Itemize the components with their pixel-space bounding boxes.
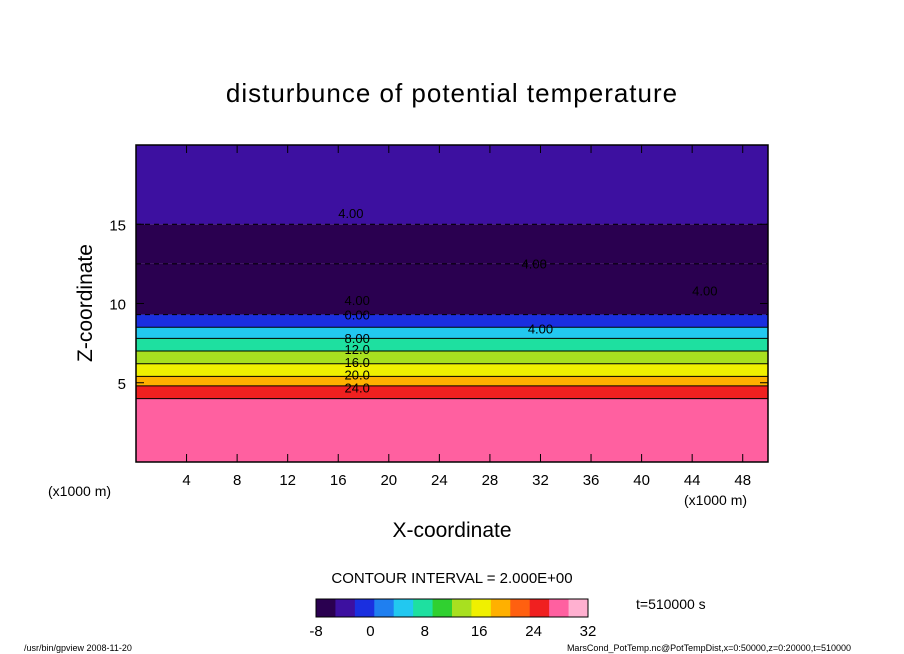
contour-label-4: 0.00 (345, 307, 370, 322)
field-layer-3 (136, 363, 768, 377)
contour-label-0: 4.00 (338, 206, 363, 221)
plot-area: 4.004.004.004.000.004.008.0012.016.020.0… (109, 144, 769, 489)
contour-interval-label: CONTOUR INTERVAL = 2.000E+00 (331, 570, 572, 587)
colorbar-tick-label-1: 0 (366, 623, 374, 640)
x-tick-label-36: 36 (583, 472, 600, 489)
colorbar-swatch-10 (510, 599, 531, 617)
contour-label-3: 4.00 (345, 293, 370, 308)
colorbar-swatch-3 (374, 599, 395, 617)
colorbar-swatch-12 (549, 599, 570, 617)
x-unit-label-right: (x1000 m) (684, 492, 747, 508)
y-axis-ticks: 5 10 15 (109, 217, 768, 393)
y-tick-label-10: 10 (109, 297, 126, 314)
colorbar (315, 598, 589, 618)
colorbar-tick-label-2: 8 (421, 623, 429, 640)
colorbar-swatch-6 (432, 599, 453, 617)
chart-title: disturbunce of potential temperature (226, 78, 678, 108)
contour-label-8: 16.0 (345, 355, 370, 370)
colorbar-swatch-1 (335, 599, 356, 617)
field-layer-9 (136, 224, 768, 264)
contour-label-6: 8.00 (345, 331, 370, 346)
contour-label-1: 4.00 (522, 257, 547, 272)
x-tick-label-8: 8 (233, 472, 241, 489)
x-tick-label-40: 40 (633, 472, 650, 489)
x-tick-label-48: 48 (734, 472, 751, 489)
x-unit-label-left: (x1000 m) (48, 483, 111, 499)
colorbar-tick-label-4: 24 (525, 623, 542, 640)
time-label: t=510000 s (636, 596, 706, 612)
contour-labels: 4.004.004.004.000.004.008.0012.016.020.0… (338, 206, 717, 395)
x-tick-label-20: 20 (380, 472, 397, 489)
field-layer-0 (136, 398, 768, 462)
x-tick-label-12: 12 (279, 472, 296, 489)
potential-temperature-field (136, 145, 768, 462)
footer-right: MarsCond_PotTemp.nc@PotTempDist,x=0:5000… (567, 643, 851, 653)
x-tick-label-24: 24 (431, 472, 448, 489)
x-tick-label-44: 44 (684, 472, 701, 489)
y-tick-label-15: 15 (109, 217, 126, 234)
colorbar-swatch-4 (393, 599, 414, 617)
colorbar-tick-label-5: 32 (580, 623, 597, 640)
x-axis-ticks: 4 8 12 16 20 24 28 32 36 40 44 48 (182, 145, 751, 489)
x-tick-label-4: 4 (182, 472, 190, 489)
colorbar-swatch-2 (354, 599, 375, 617)
colorbar-tick-label-3: 16 (471, 623, 488, 640)
colorbar-swatch-13 (568, 599, 589, 617)
contour-label-9: 20.0 (345, 368, 370, 383)
field-layer-7 (136, 314, 768, 328)
x-tick-label-16: 16 (330, 472, 347, 489)
footer-left: /usr/bin/gpview 2008-11-20 (24, 643, 132, 653)
x-tick-label-28: 28 (482, 472, 499, 489)
field-layer-1 (136, 385, 768, 399)
colorbar-swatch-7 (452, 599, 472, 617)
field-layer-8 (136, 263, 768, 315)
contour-label-7: 12.0 (345, 342, 370, 357)
contour-label-2: 4.00 (692, 284, 717, 299)
field-layer-5 (136, 338, 768, 352)
y-axis-label: Z-coordinate (74, 244, 97, 362)
colorbar-tick-label-0: -8 (309, 623, 322, 640)
colorbar-ticks: -8 0 8 16 24 32 (309, 623, 596, 640)
x-tick-label-32: 32 (532, 472, 549, 489)
field-layer-6 (136, 327, 768, 339)
field-layer-10 (136, 145, 768, 225)
colorbar-swatch-5 (413, 599, 434, 617)
x-axis-label: X-coordinate (392, 519, 511, 542)
contour-label-5: 4.00 (528, 322, 553, 337)
colorbar-swatch-8 (471, 599, 492, 617)
y-tick-label-5: 5 (118, 376, 126, 393)
contour-label-10: 24.0 (345, 380, 370, 395)
colorbar-swatch-11 (529, 599, 550, 617)
colorbar-swatch-9 (490, 599, 511, 617)
field-layer-4 (136, 351, 768, 364)
field-layer-2 (136, 376, 768, 386)
colorbar-swatch-0 (316, 599, 336, 617)
colorbar-frame (315, 598, 589, 618)
